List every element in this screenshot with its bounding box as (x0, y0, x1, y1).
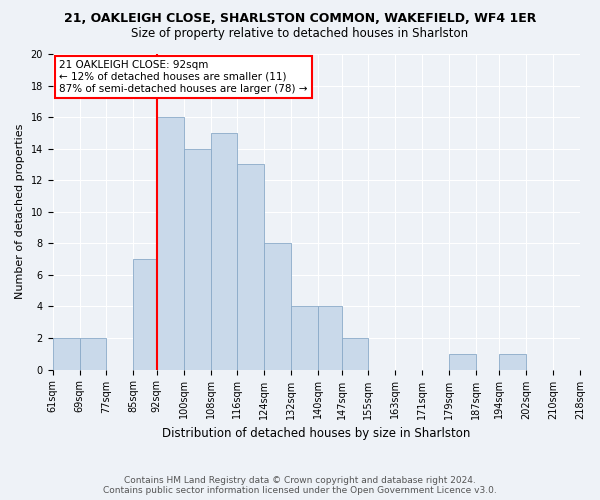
Text: 21 OAKLEIGH CLOSE: 92sqm
← 12% of detached houses are smaller (11)
87% of semi-d: 21 OAKLEIGH CLOSE: 92sqm ← 12% of detach… (59, 60, 308, 94)
Bar (449, 354, 476, 370)
Bar (53, 338, 80, 370)
Bar (264, 244, 291, 370)
Bar (580, 354, 600, 370)
Bar (291, 306, 318, 370)
Bar (499, 354, 526, 370)
Bar (318, 306, 341, 370)
Bar (238, 164, 264, 370)
Text: Size of property relative to detached houses in Sharlston: Size of property relative to detached ho… (131, 28, 469, 40)
Bar (80, 338, 106, 370)
Y-axis label: Number of detached properties: Number of detached properties (15, 124, 25, 300)
Bar (157, 117, 184, 370)
Bar (133, 259, 157, 370)
Bar (341, 338, 368, 370)
Bar (184, 148, 211, 370)
Bar (211, 133, 238, 370)
X-axis label: Distribution of detached houses by size in Sharlston: Distribution of detached houses by size … (162, 427, 470, 440)
Text: Contains HM Land Registry data © Crown copyright and database right 2024.
Contai: Contains HM Land Registry data © Crown c… (103, 476, 497, 495)
Text: 21, OAKLEIGH CLOSE, SHARLSTON COMMON, WAKEFIELD, WF4 1ER: 21, OAKLEIGH CLOSE, SHARLSTON COMMON, WA… (64, 12, 536, 26)
